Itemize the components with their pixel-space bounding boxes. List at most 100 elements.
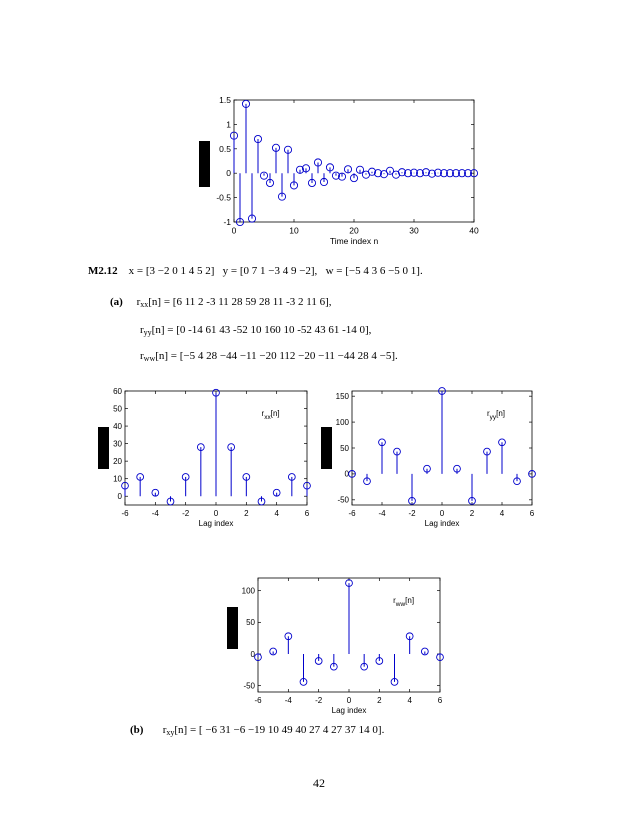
stem-marker [301,164,311,173]
stem-marker [349,174,359,183]
stem-marker [277,192,287,201]
stem-marker [254,653,262,662]
stem-marker [303,481,311,490]
x-tick-label: 2 [377,696,382,705]
rxx-values: [n] = [6 11 2 -3 11 28 59 28 11 -3 2 11 … [148,296,332,308]
x-tick-label: 0 [347,696,352,705]
stem-marker [284,632,293,641]
stem-marker [259,171,269,180]
part-b-label: (b) [130,724,144,736]
x-tick-label: 6 [438,696,443,705]
y-tick-label: 50 [246,618,255,627]
stem-marker [151,488,160,497]
stem-marker [235,217,245,227]
stem-marker [269,647,278,656]
y-tick-label: 30 [113,439,122,448]
x-tick-label: -4 [378,509,386,518]
problem-statement: M2.12 x = [3 −2 0 1 4 5 2] y = [0 7 1 −3… [88,265,423,277]
stem-marker [528,470,536,478]
stem-marker [427,169,437,178]
redaction-bar-top [199,141,210,187]
x-tick-label: 0 [440,509,445,518]
rxy-subscript: xy [166,728,175,737]
series-label: rxx[n] [262,409,280,421]
stem-marker [363,477,371,486]
x-tick-label: -6 [121,509,129,518]
part-a-label: (a) [110,296,123,308]
ryy-stem-plot: -6 -4 -2 0 2 4 6 -50 0 50 100 150 Lag index ryy[n] [336,387,536,528]
stem-marker [345,579,353,587]
y-tick-label: 100 [242,586,256,595]
stem-marker [307,178,317,188]
rxy-values: [n] = [ −6 31 −6 −19 10 49 40 27 4 27 37… [174,724,385,736]
stem-marker [463,169,473,178]
series-label: rww[n] [393,596,414,608]
rww-result-line: rww[n] = [−5 4 28 −44 −11 −20 112 −20 −1… [140,350,398,363]
stem-marker [405,632,414,641]
stem-marker [295,165,305,174]
redaction-bar-rww [227,607,238,649]
stem-marker [348,470,356,478]
stem-marker [242,473,251,481]
stem-marker [337,172,347,181]
stem-marker [331,171,341,180]
x-tick-label: -2 [315,696,323,705]
x-tick-label: 2 [470,509,475,518]
stem-marker [445,169,455,178]
rxy-result-line: (b) rxy[n] = [ −6 31 −6 −19 10 49 40 27 … [130,724,385,737]
x-axis-label: Lag index [332,706,367,715]
stem-marker [121,481,129,490]
stem-marker [420,647,429,656]
stem-marker [421,168,431,177]
stem-marker [408,497,416,505]
stem-marker [393,447,401,456]
y-tick-label: 50 [340,444,349,453]
stem-marker [355,165,365,174]
x-tick-label: 4 [407,696,412,705]
stem-marker [438,387,446,395]
rxx-name: r [136,296,141,308]
x-tick-label: 6 [530,509,535,518]
stem-marker [513,477,521,486]
sequence-x: x = [3 −2 0 1 4 5 2] [128,265,215,277]
stem-marker [385,166,395,175]
redaction-bar-rxx [98,427,109,469]
x-tick-label: -2 [182,509,190,518]
y-tick-label: 100 [336,418,350,427]
y-tick-label: 0 [251,650,256,659]
stem-marker [457,169,467,178]
stem-marker [378,438,386,447]
stem-marker [379,170,389,179]
y-tick-label: 1 [226,119,231,129]
stem-marker [409,168,419,177]
ryy-name: r [140,324,144,336]
x-tick-label: 0 [232,226,237,236]
x-tick-label: -4 [152,509,160,518]
stem-marker [390,678,399,686]
stem-marker [272,488,281,497]
sequence-y: y = [0 7 1 −3 4 9 −2], [222,265,318,277]
stem-marker [343,165,353,174]
x-axis-label: Lag index [425,519,460,528]
y-tick-label: 150 [336,392,350,401]
stem-marker [498,438,506,447]
x-axis-label: Time index n [330,236,379,246]
stem-marker [166,497,175,506]
stem-marker [257,497,266,506]
stem-marker [439,169,449,178]
stem-marker [229,131,239,140]
series-label: ryy[n] [487,409,505,421]
stem-marker [319,177,329,187]
y-tick-label: -0.5 [216,193,231,203]
time-sequence-stem-plot: 0 10 20 30 40 -1 -0.5 0 0.5 1 1.5 Time index n [216,95,479,246]
x-tick-label: 30 [409,226,419,236]
stem-marker [423,464,431,473]
stem-marker [436,653,444,662]
y-tick-label: 0 [345,470,350,479]
stem-marker [483,447,491,456]
rww-subscript: ww [143,354,156,363]
stem-marker [397,168,407,177]
stem-marker [468,497,476,505]
redaction-bar-ryy [321,427,332,469]
